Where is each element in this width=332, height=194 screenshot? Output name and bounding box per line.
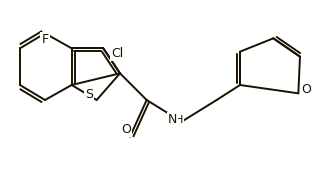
Text: O: O	[121, 123, 131, 136]
Text: N: N	[168, 113, 177, 126]
Text: H: H	[175, 115, 183, 125]
Text: F: F	[42, 33, 48, 46]
Text: O: O	[301, 83, 311, 96]
Text: Cl: Cl	[111, 47, 124, 60]
Text: S: S	[85, 88, 93, 101]
